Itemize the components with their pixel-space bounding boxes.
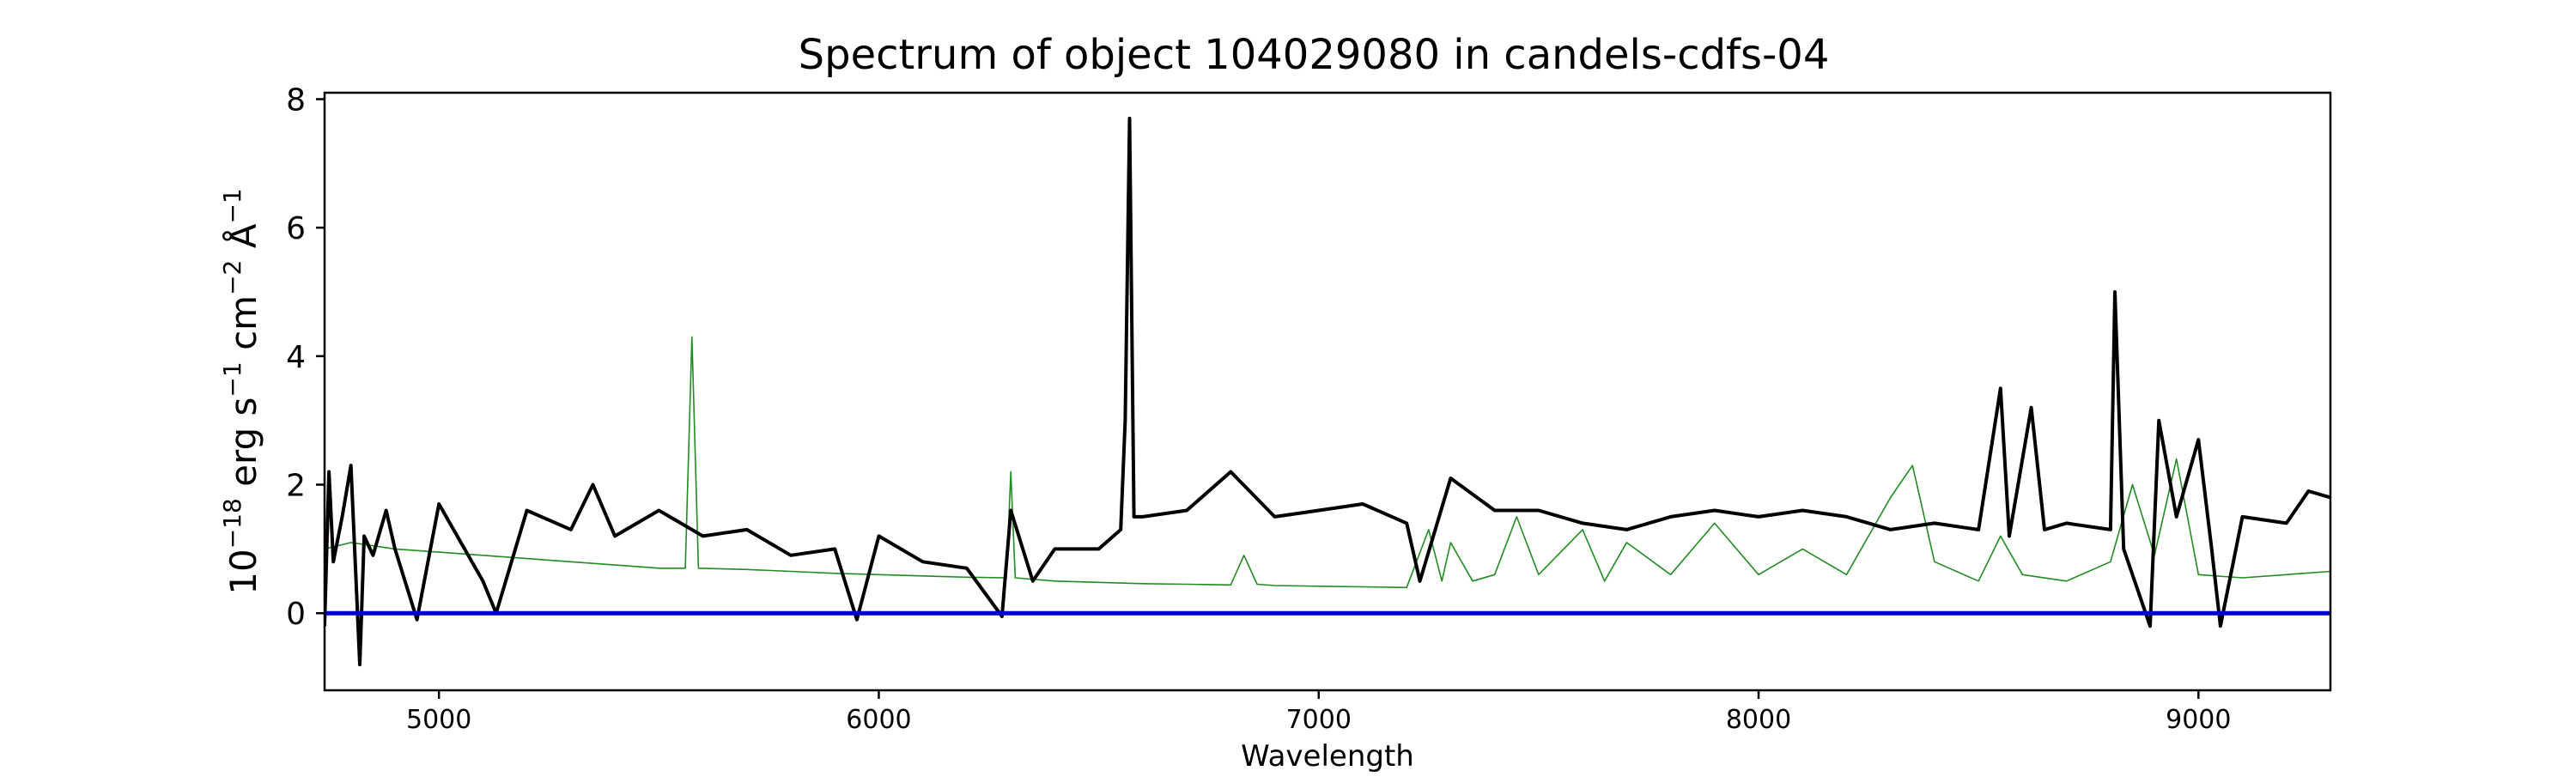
y-axis-label-unit1-exp: −1	[218, 361, 246, 397]
x-tick-label: 9000	[2166, 705, 2231, 735]
y-axis: 0 2 4 6 8	[286, 82, 325, 632]
x-tick-label: 7000	[1286, 705, 1352, 735]
y-axis-label-unit3-exp: −1	[218, 188, 246, 223]
x-tick-label: 6000	[846, 705, 911, 735]
y-axis-label-unit2: cm	[222, 295, 264, 361]
x-tick-label: 5000	[406, 705, 471, 735]
series-error-line	[325, 336, 2330, 589]
y-tick-label: 0	[286, 597, 306, 632]
y-axis-label-unit2-exp: −2	[218, 260, 246, 295]
x-tick-label: 8000	[1726, 705, 1791, 735]
x-axis-label: Wavelength	[1241, 739, 1414, 773]
series-flux-line	[325, 116, 2330, 667]
y-tick-label: 6	[286, 211, 306, 246]
y-tick-label: 2	[286, 469, 306, 504]
y-axis-label-exp: −18	[218, 498, 246, 549]
y-axis-label-unit3: Å	[222, 223, 264, 259]
plot-area	[325, 116, 2330, 667]
chart-title: Spectrum of object 104029080 in candels-…	[799, 31, 1830, 79]
x-axis: 5000 6000 7000 8000 9000	[406, 690, 2231, 735]
y-axis-label-unit1: erg s	[222, 398, 264, 499]
y-axis-label-base: 10	[222, 549, 264, 594]
plot-frame	[323, 91, 2332, 692]
y-axis-label: 10−18 erg s−1 cm−2 Å−1	[218, 188, 264, 594]
y-tick-label: 4	[286, 340, 306, 375]
y-tick-label: 8	[286, 82, 306, 118]
